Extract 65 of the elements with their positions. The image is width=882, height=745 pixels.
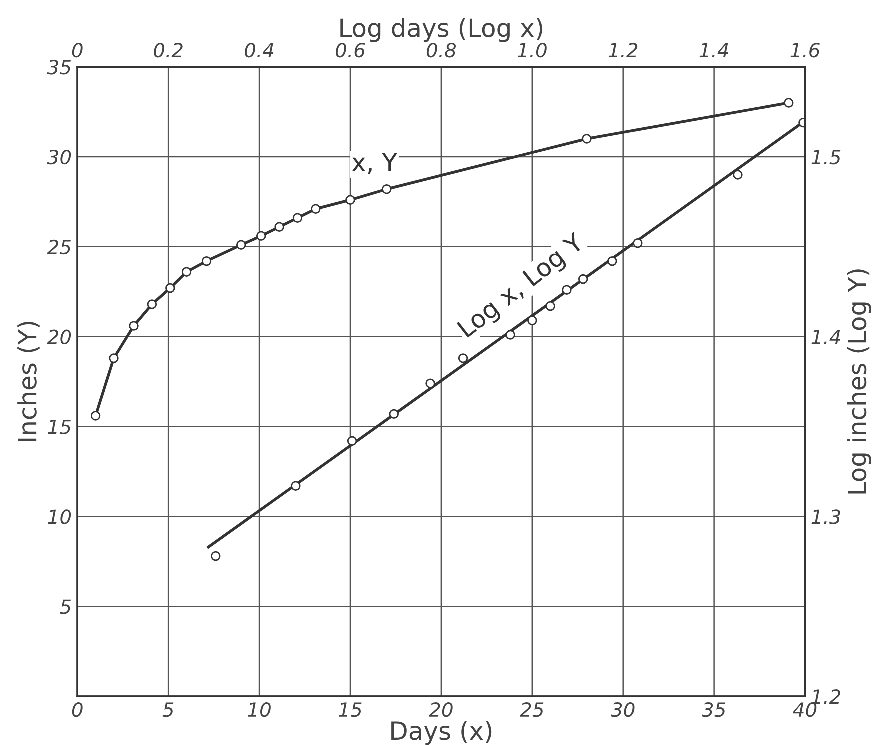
x2-tick-label: 0 <box>72 43 83 58</box>
point <box>389 409 400 420</box>
y-axis-title: Inches (Y) <box>18 322 40 442</box>
point <box>292 213 303 223</box>
x-tick-label: 40 <box>793 702 817 718</box>
y2-tick-label: 1.2 <box>812 690 841 704</box>
point <box>784 98 794 108</box>
x2-tick-label: 1.6 <box>790 43 820 58</box>
x-tick-label: 35 <box>702 702 726 718</box>
x2-tick-label: 0.8 <box>426 43 456 58</box>
y-tick-label: 15 <box>48 420 71 434</box>
y2-tick-label: 1.5 <box>812 150 841 165</box>
x-tick-label: 15 <box>339 702 362 718</box>
x-tick-label: 5 <box>162 702 174 718</box>
point <box>311 204 321 214</box>
point <box>202 256 212 266</box>
x2-tick-label: 1.4 <box>700 43 728 58</box>
point <box>733 170 743 180</box>
x-axis-title: Days (x) <box>392 720 492 745</box>
x2-tick-label: 0.4 <box>245 43 274 58</box>
y2-tick-label: 1.3 <box>812 510 840 524</box>
annotation: x, Y <box>352 153 398 174</box>
point <box>633 238 643 248</box>
x-tick-label: 10 <box>248 702 271 718</box>
x2-tick-label: 0.6 <box>336 43 366 58</box>
point <box>211 551 221 562</box>
y-tick-label: 5 <box>60 600 71 614</box>
point <box>256 231 266 241</box>
y2-axis-title: Log inches (Log Y) <box>847 270 872 494</box>
y2-tick-label: 1.4 <box>812 330 840 344</box>
y-tick-label: 25 <box>47 240 71 255</box>
x2-tick-label: 1.2 <box>608 43 638 58</box>
point <box>291 481 301 491</box>
x-tick-label: 20 <box>429 702 453 718</box>
point <box>528 316 538 326</box>
point <box>236 240 246 250</box>
point <box>578 274 588 284</box>
y-tick-label: 30 <box>47 150 72 165</box>
x2-tick-label: 0.2 <box>154 43 183 58</box>
y-tick-label: 20 <box>47 330 72 345</box>
point <box>166 283 176 294</box>
point <box>346 195 356 206</box>
point <box>562 285 572 295</box>
point <box>608 256 618 266</box>
x-tick-label: 0 <box>72 702 83 718</box>
x-tick-label: 25 <box>520 702 544 718</box>
y-tick-label: 35 <box>47 60 71 75</box>
point <box>129 321 139 331</box>
point <box>382 184 392 194</box>
point <box>147 300 158 310</box>
point <box>347 436 358 446</box>
point <box>506 330 516 340</box>
point <box>274 222 284 232</box>
x2-axis-title: Log days (Log x) <box>340 18 543 42</box>
point <box>182 267 192 277</box>
x-tick-label: 30 <box>611 702 635 718</box>
point <box>426 378 436 388</box>
point <box>458 354 468 364</box>
point <box>582 134 592 144</box>
point <box>109 354 119 364</box>
x2-tick-label: 1.0 <box>518 43 547 58</box>
point <box>546 301 556 312</box>
point <box>90 411 101 421</box>
y-tick-label: 10 <box>48 510 72 524</box>
annotation: Log x, Log Y <box>456 232 589 342</box>
